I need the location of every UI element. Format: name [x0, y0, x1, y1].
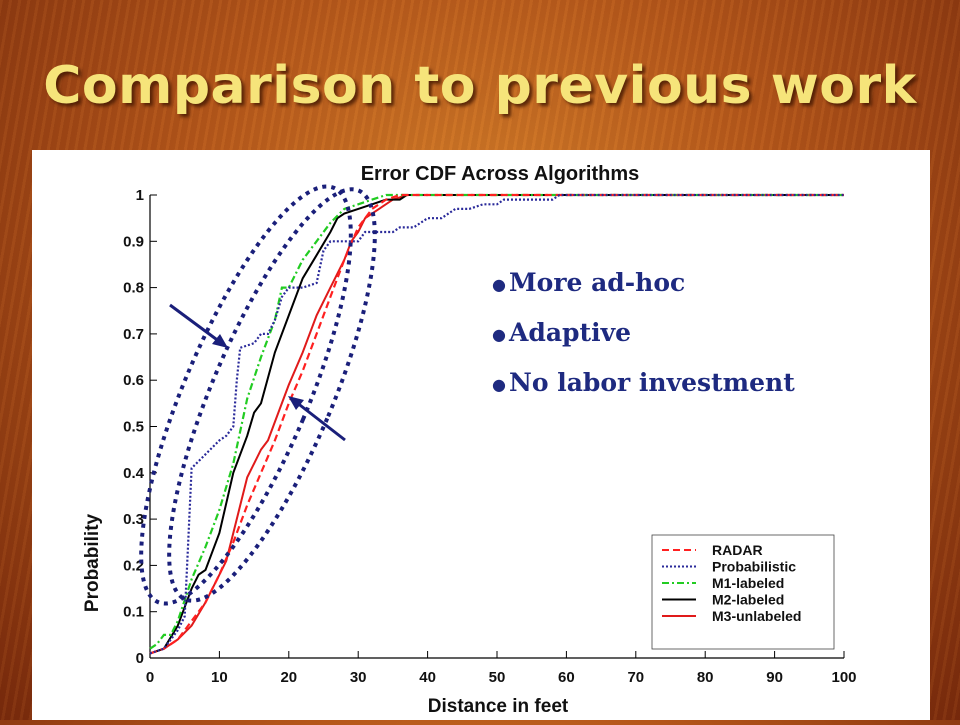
series-line-m2-labeled: [149, 194, 844, 655]
y-tick-label: 0: [136, 650, 144, 667]
chart-axes: 0 10 20 30 40 50 60 70 80 90 100 0 0.1 0.2 0.3 0.4 0.5 0.…: [123, 187, 856, 686]
x-tick-label: 70: [627, 669, 644, 686]
bullet-item: ● No labor investment: [492, 362, 795, 412]
legend-label: M1-labeled: [712, 575, 784, 591]
y-tick-label: 0.6: [123, 372, 144, 389]
x-axis-label: Distance in feet: [428, 696, 569, 717]
legend-box: [651, 534, 835, 650]
bullet-list: ● More ad-hoc ● Adaptive ● No labor investm…: [492, 262, 795, 412]
x-tick-label: 80: [697, 669, 714, 686]
x-tick-label: 60: [558, 669, 575, 686]
y-tick-label: 0.9: [123, 233, 144, 250]
bullet-text: More ad-hoc: [508, 268, 686, 297]
x-tick-label: 40: [419, 669, 436, 686]
x-tick-label: 20: [280, 669, 297, 686]
chart-title: Error CDF Across Algorithms: [361, 163, 640, 185]
bullet-text: No labor investment: [508, 368, 795, 397]
bullet-dot-icon: ●: [492, 374, 506, 394]
arrow-left-head: [212, 334, 228, 348]
y-tick-label: 1: [136, 187, 144, 204]
error-cdf-chart: Error CDF Across Algorithms 0 10 20 30 40 50 6…: [82, 163, 857, 717]
legend-label: RADAR: [712, 542, 763, 558]
arrow-right-line: [295, 400, 346, 442]
legend-label: M3-unlabeled: [712, 608, 801, 624]
y-tick-label: 0.4: [123, 465, 145, 482]
callout-ellipse-right: [167, 187, 377, 603]
arrow-right-head: [288, 396, 304, 410]
y-tick-label: 0.7: [123, 326, 144, 343]
y-tick-label: 0.8: [123, 280, 144, 297]
bullet-dot-icon: ●: [492, 324, 506, 344]
chart-panel: Error CDF Across Algorithms 0 10 20 30 40 50 6…: [32, 150, 930, 720]
arrow-left-line: [169, 303, 221, 344]
callout-annotations: [139, 184, 377, 606]
x-tick-label: 50: [489, 669, 506, 686]
bullet-item: ● Adaptive: [492, 312, 795, 362]
legend-label: Probabilistic: [712, 559, 796, 575]
bullet-text: Adaptive: [508, 318, 632, 347]
x-tick-label: 90: [766, 669, 783, 686]
x-tick-label: 0: [146, 669, 154, 686]
chart-series: [149, 193, 844, 655]
y-tick-label: 0.2: [123, 557, 144, 574]
series-line-radar: [149, 193, 844, 655]
bullet-dot-icon: ●: [492, 274, 506, 294]
x-tick-label: 10: [211, 669, 228, 686]
series-line-m1-labeled: [149, 193, 844, 650]
callout-ellipse-left: [139, 184, 353, 606]
chart-legend: RADARProbabilisticM1-labeledM2-labeledM3…: [651, 534, 835, 650]
y-axis-label: Probability: [82, 513, 103, 612]
legend-label: M2-labeled: [712, 592, 784, 608]
x-tick-label: 100: [831, 669, 856, 686]
series-line-probabilistic: [149, 193, 844, 655]
bullet-item: ● More ad-hoc: [492, 262, 795, 312]
y-tick-label: 0.1: [123, 604, 144, 621]
y-tick-label: 0.5: [123, 419, 144, 436]
y-tick-label: 0.3: [123, 511, 144, 528]
x-tick-label: 30: [350, 669, 367, 686]
slide-title: Comparison to previous work: [43, 56, 917, 116]
